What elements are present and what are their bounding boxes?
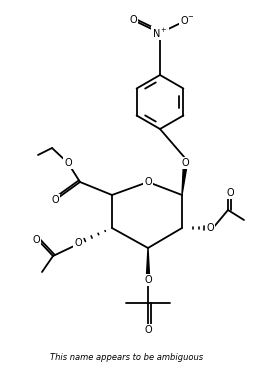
Text: This name appears to be ambiguous: This name appears to be ambiguous [51, 353, 203, 363]
Text: O$^{-}$: O$^{-}$ [180, 14, 194, 26]
Text: O: O [144, 325, 152, 335]
Text: O: O [206, 223, 214, 233]
Text: O: O [144, 275, 152, 285]
Text: O: O [51, 195, 59, 205]
Polygon shape [182, 167, 187, 195]
Text: O: O [32, 235, 40, 245]
Text: O: O [144, 177, 152, 187]
Polygon shape [146, 248, 150, 280]
Text: O: O [74, 238, 82, 248]
Text: O: O [64, 158, 72, 168]
Text: N$^+$: N$^+$ [152, 26, 168, 40]
Text: O: O [226, 188, 234, 198]
Text: O: O [181, 158, 189, 168]
Text: O: O [129, 15, 137, 25]
